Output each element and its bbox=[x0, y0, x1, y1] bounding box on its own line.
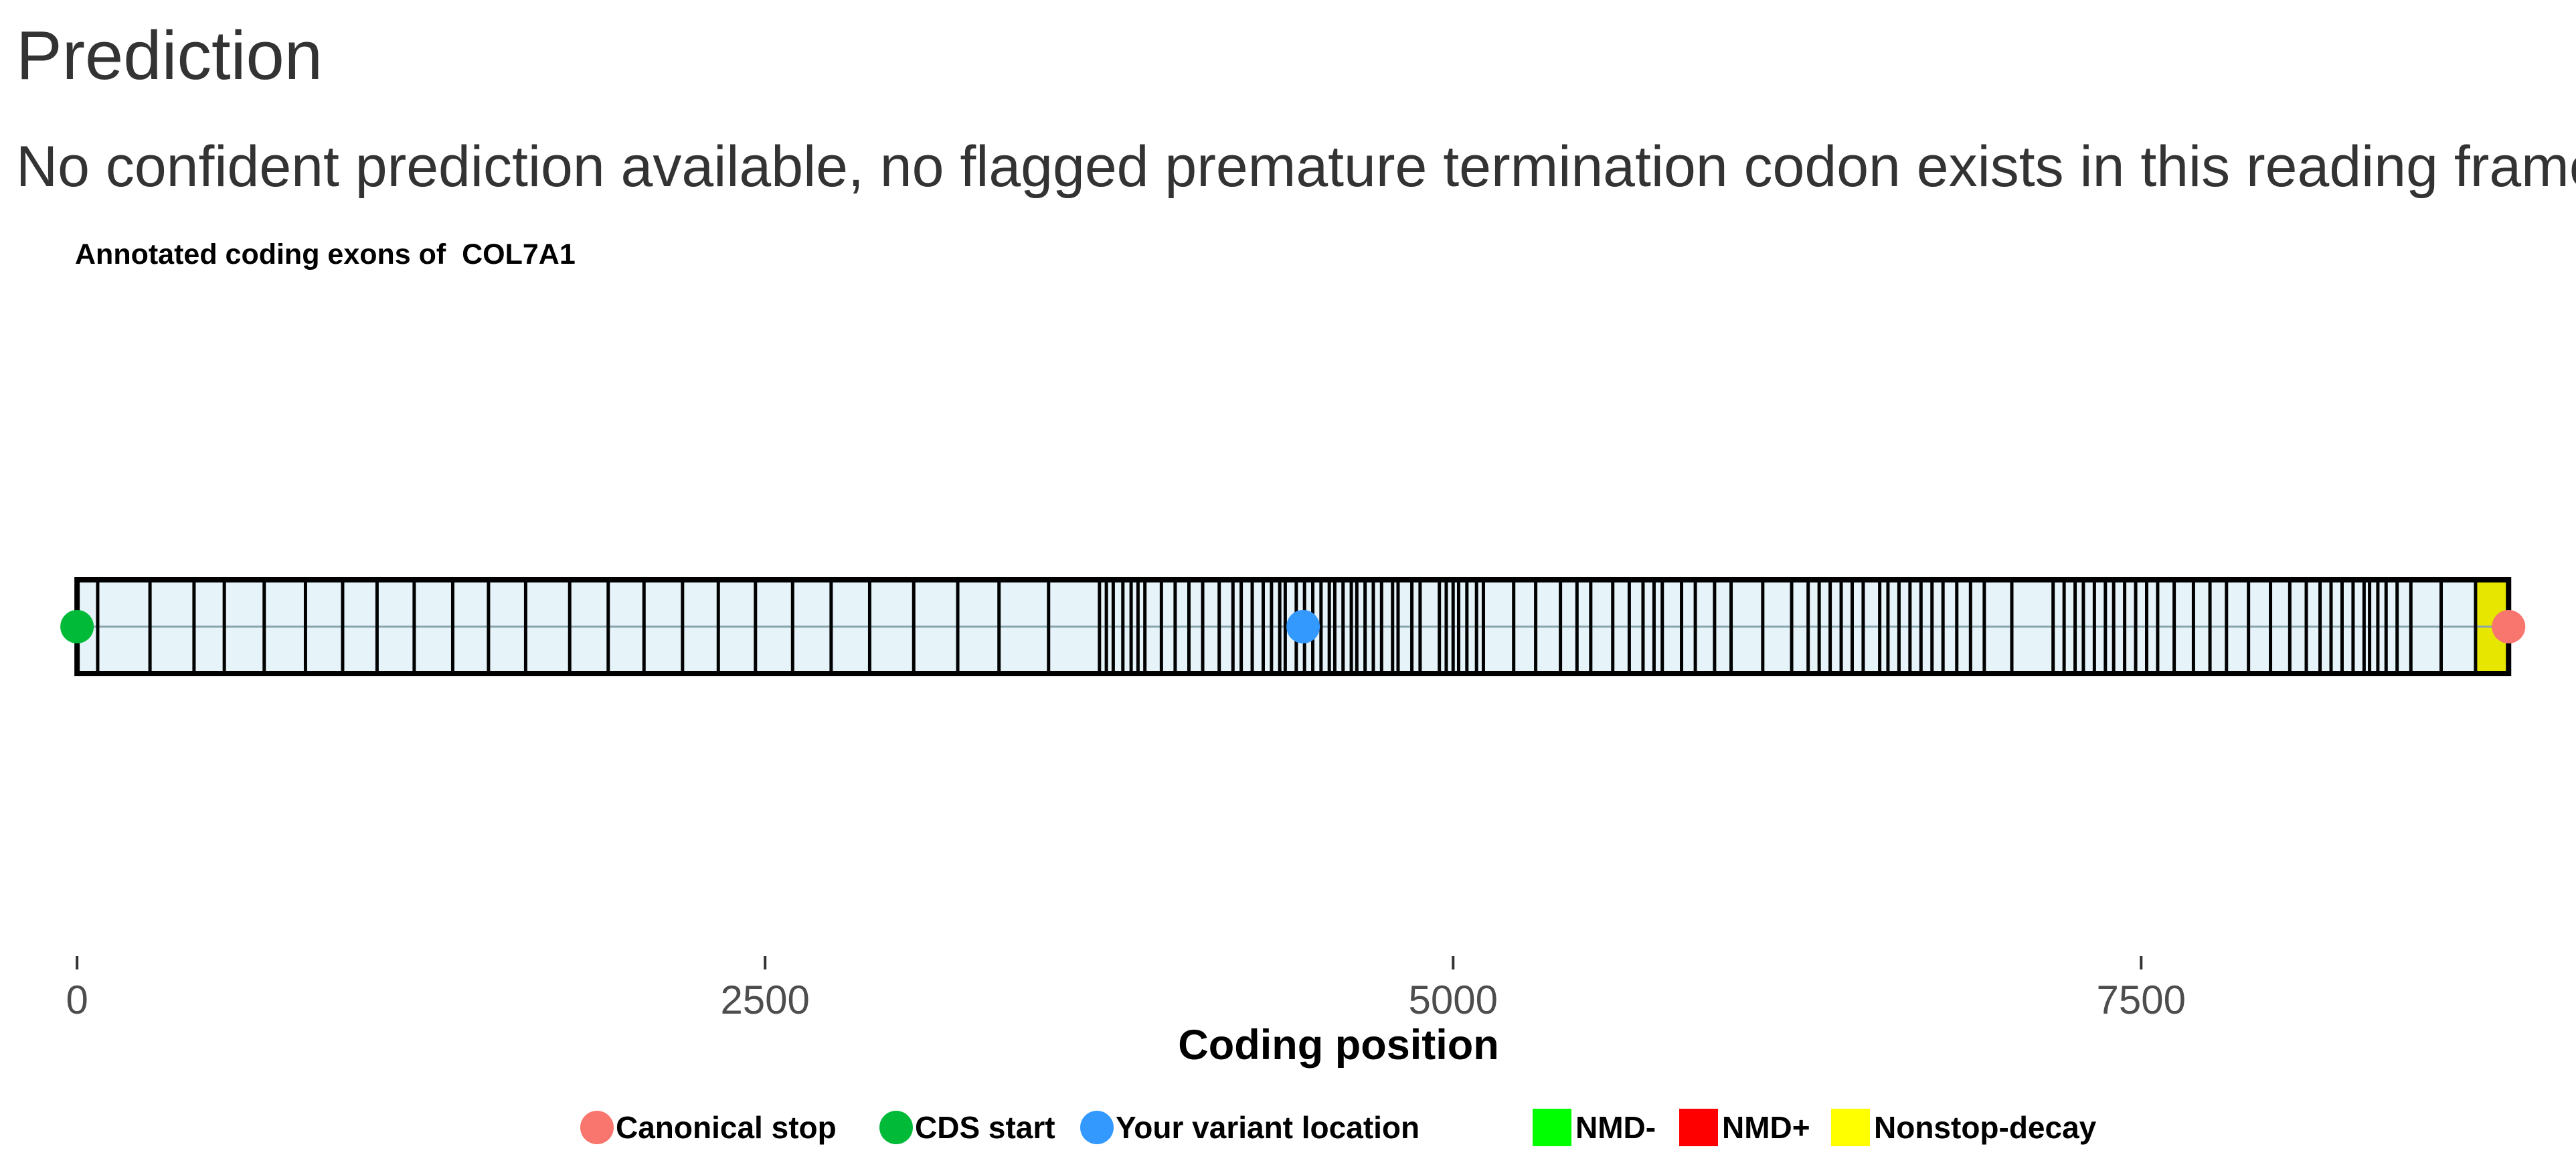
variant-location-point bbox=[1286, 610, 1320, 643]
legend-key-nonstop_decay bbox=[1831, 1109, 1870, 1146]
exon-chart: Annotated coding exons of COL7A1 0 2500 50… bbox=[60, 238, 2526, 1146]
legend-label: CDS start bbox=[915, 1110, 1055, 1145]
legend-label: Canonical stop bbox=[616, 1110, 837, 1145]
legend-label: Nonstop-decay bbox=[1874, 1110, 2097, 1145]
legend-label: NMD+ bbox=[1722, 1110, 1810, 1145]
chart-title: Annotated coding exons of COL7A1 bbox=[75, 238, 576, 270]
canonical-stop-point bbox=[2492, 610, 2526, 643]
x-tick-label: 0 bbox=[66, 977, 88, 1022]
position-markers bbox=[60, 610, 2526, 643]
legend-label: Your variant location bbox=[1116, 1110, 1420, 1145]
cds-start-point bbox=[60, 610, 94, 643]
x-tick-label: 5000 bbox=[1408, 977, 1497, 1022]
legend-label: NMD- bbox=[1575, 1110, 1656, 1145]
x-axis-label: Coding position bbox=[1178, 1022, 1498, 1069]
x-axis: 0 2500 5000 7500 bbox=[66, 956, 2186, 1022]
prediction-message: No confident prediction available, no fl… bbox=[16, 135, 2576, 199]
legend: Canonical stop CDS start Your variant loca… bbox=[580, 1109, 2097, 1146]
page-title: Prediction bbox=[16, 17, 323, 94]
legend-key-cds_start bbox=[879, 1111, 913, 1144]
legend-key-nmd_minus bbox=[1533, 1109, 1571, 1146]
legend-key-variant bbox=[1080, 1111, 1114, 1144]
legend-key-nmd_plus bbox=[1679, 1109, 1718, 1146]
x-tick-label: 7500 bbox=[2097, 977, 2186, 1022]
exon-track bbox=[74, 577, 2512, 676]
x-tick-label: 2500 bbox=[720, 977, 809, 1022]
legend-key-canonical_stop bbox=[580, 1111, 614, 1144]
